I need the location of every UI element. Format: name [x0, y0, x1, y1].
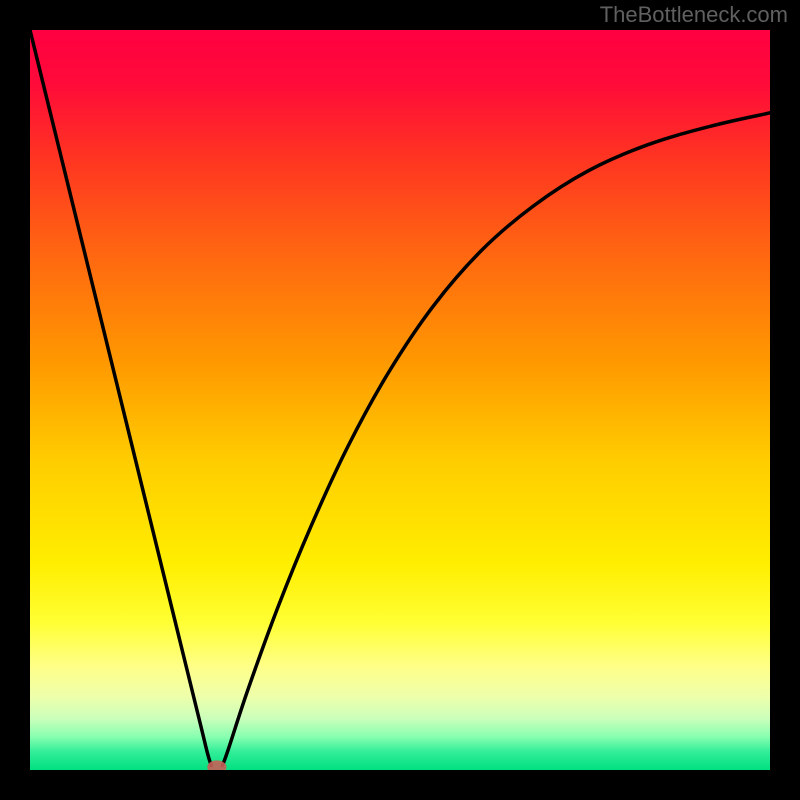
- chart-frame: TheBottleneck.com: [0, 0, 800, 800]
- watermark-text: TheBottleneck.com: [600, 2, 788, 28]
- plot-area: [30, 30, 770, 770]
- plot-svg: [30, 30, 770, 770]
